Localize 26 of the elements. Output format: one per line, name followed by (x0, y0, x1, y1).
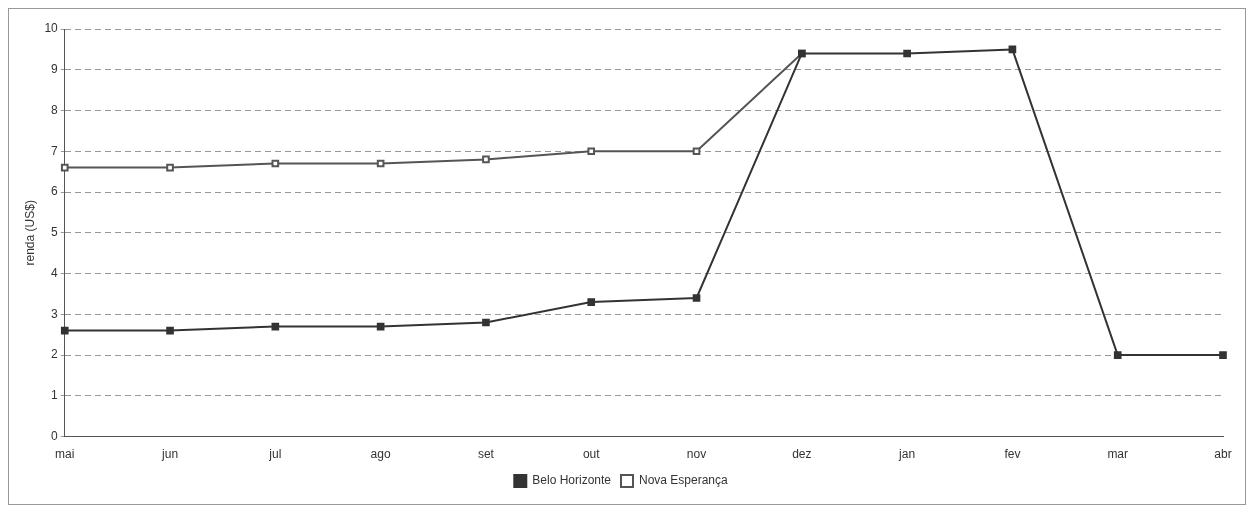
y-tick-label: 0 (51, 428, 59, 443)
x-tick-label: out (582, 447, 601, 462)
y-tick-label: 9 (51, 62, 59, 77)
y-tick-label: 5 (51, 225, 59, 240)
x-tick-label: mar (1107, 447, 1129, 462)
x-tick-label: abr (1214, 447, 1232, 462)
y-tick-label: 7 (51, 143, 59, 158)
y-tick-label: 4 (51, 265, 59, 280)
x-tick-label: set (477, 447, 495, 462)
x-tick-label: jun (161, 447, 179, 462)
y-axis-title: renda (US$) (22, 200, 37, 266)
legend-label: Nova Esperança (639, 473, 729, 488)
y-tick-label: 1 (51, 388, 59, 403)
legend-label: Belo Horizonte (532, 473, 612, 488)
x-tick-label: fev (1004, 447, 1021, 462)
y-tick-label: 6 (51, 184, 59, 199)
y-tick-label: 8 (51, 102, 59, 117)
x-tick-label: nov (686, 447, 707, 462)
y-tick-label: 2 (51, 347, 59, 362)
x-tick-label: jan (898, 447, 916, 462)
y-tick-label: 10 (44, 21, 59, 36)
y-tick-label: 3 (51, 306, 59, 321)
x-tick-label: dez (792, 447, 812, 462)
x-tick-label: ago (370, 447, 391, 462)
x-tick-label: mai (55, 447, 75, 462)
x-tick-label: jul (268, 447, 282, 462)
